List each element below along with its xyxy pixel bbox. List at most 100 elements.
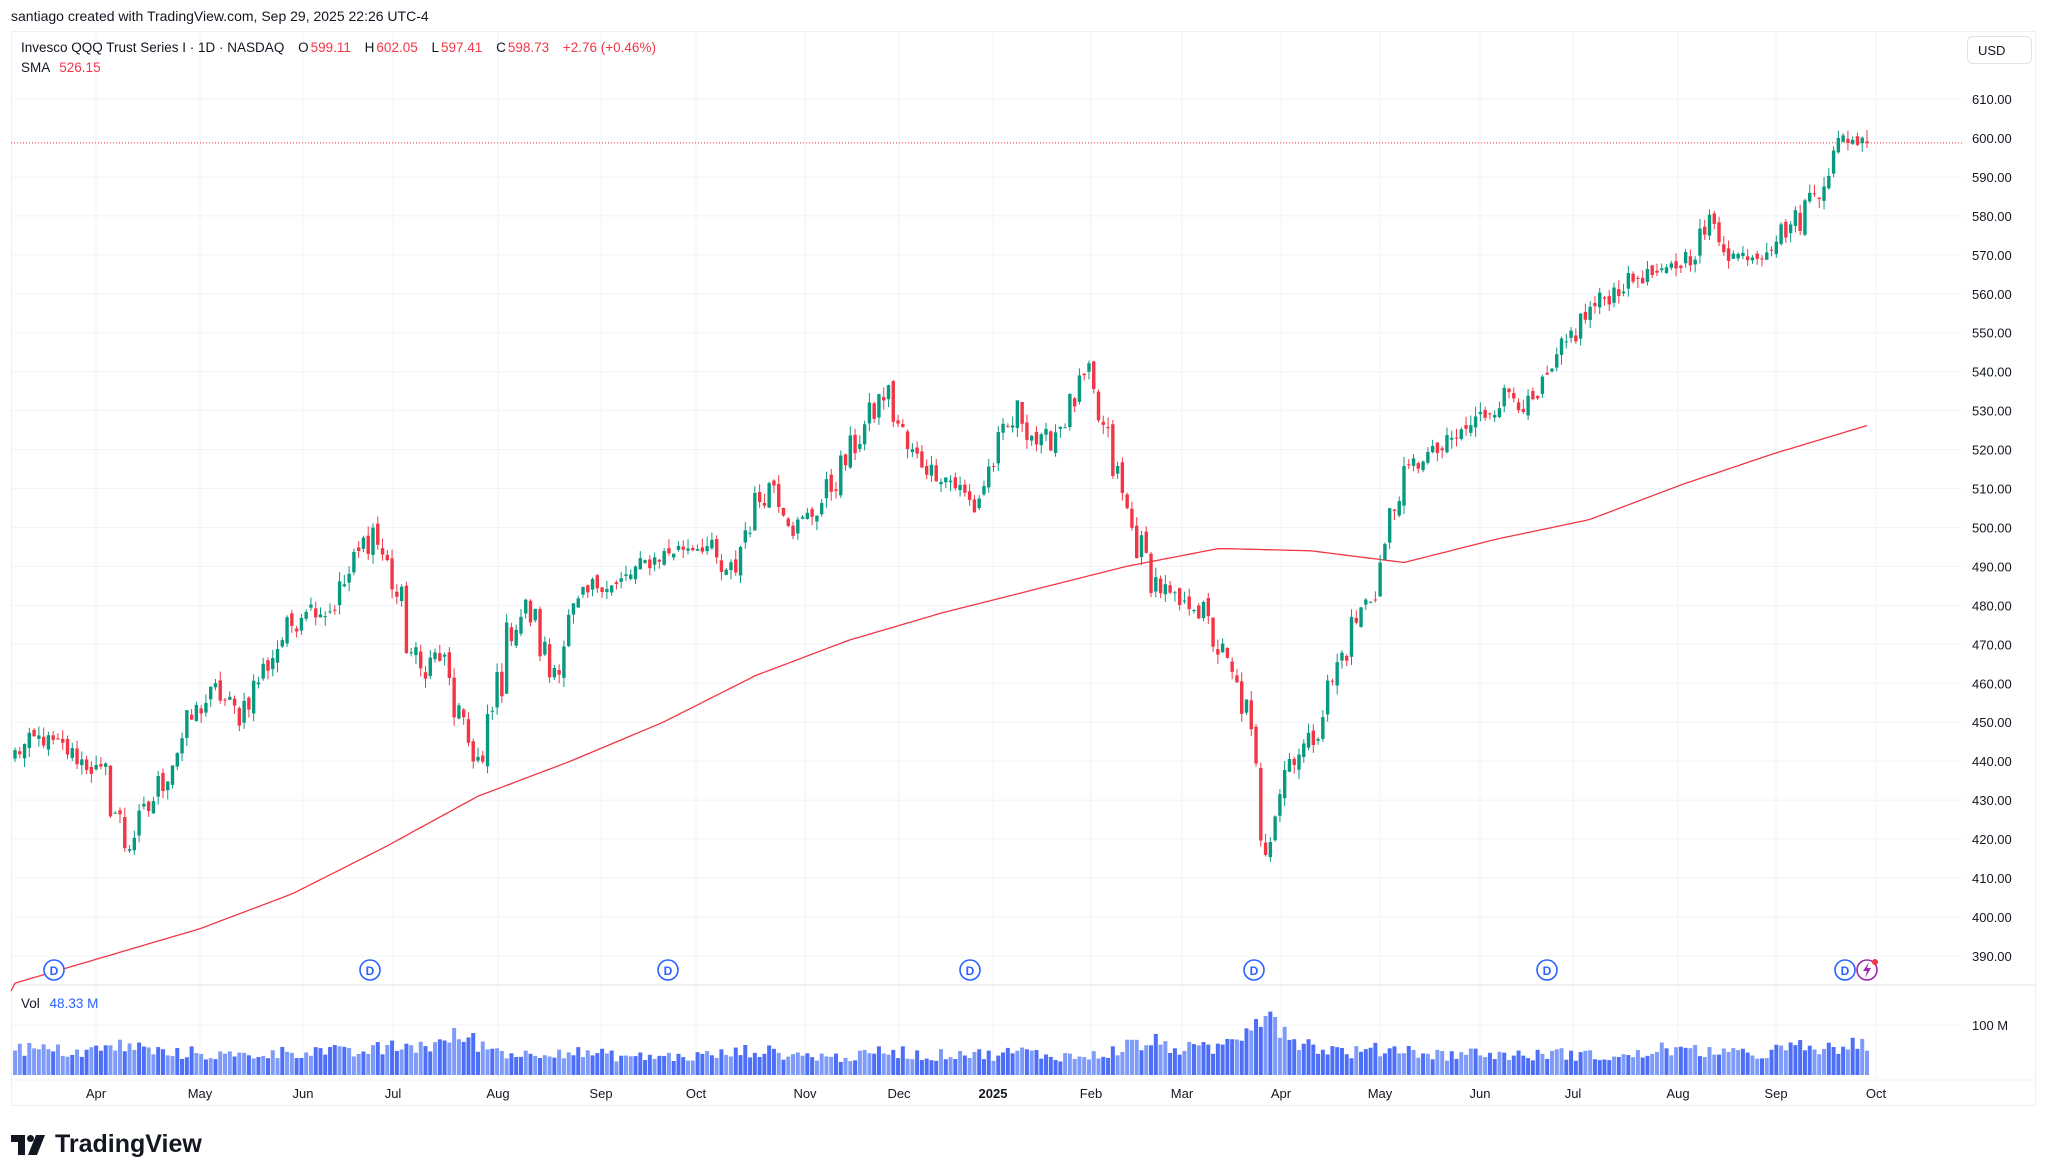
- volume-bar: [886, 1054, 891, 1075]
- candle: [700, 538, 705, 555]
- candle: [204, 694, 208, 717]
- volume-bar: [939, 1049, 943, 1075]
- time-axis: Apr May Jun Jul Aug Sep Oct Nov Dec 2025 Feb Mar Apr…: [86, 1086, 1887, 1101]
- candle: [108, 764, 113, 818]
- candle-body: [657, 559, 662, 562]
- candle-body: [1736, 253, 1740, 259]
- volume-bar: [108, 1045, 113, 1075]
- candle: [987, 458, 991, 493]
- candle: [848, 426, 853, 469]
- dividend-marker: D: [359, 959, 381, 981]
- candle-body: [1397, 501, 1401, 516]
- candle: [175, 752, 179, 771]
- candle-body: [672, 553, 676, 558]
- candle-body: [858, 443, 862, 449]
- candle: [872, 401, 876, 423]
- candle-body: [1808, 192, 1812, 202]
- candle: [1029, 434, 1034, 446]
- volume-bar: [1230, 1039, 1235, 1075]
- candle-body: [438, 653, 442, 661]
- candle-body: [982, 486, 986, 495]
- volume-bar: [1721, 1048, 1726, 1075]
- candle-body: [566, 614, 571, 647]
- volume-bar: [495, 1048, 500, 1075]
- candle-body: [290, 613, 294, 626]
- candle-body: [342, 584, 347, 587]
- volume-bar: [1559, 1048, 1564, 1075]
- candle: [1263, 833, 1268, 857]
- candle: [1559, 336, 1564, 365]
- candle: [1006, 423, 1010, 428]
- candle: [1259, 762, 1263, 847]
- candle-body: [223, 699, 227, 701]
- volume-bar: [79, 1056, 84, 1075]
- volume-bar: [480, 1041, 485, 1075]
- currency-button[interactable]: USD: [1967, 36, 2032, 64]
- candle-body: [1263, 842, 1268, 855]
- candle: [461, 708, 466, 725]
- volume-bar: [1607, 1060, 1612, 1075]
- volume-bar: [323, 1054, 328, 1075]
- candle-body: [380, 548, 385, 555]
- candle: [361, 535, 366, 553]
- candle: [1421, 460, 1425, 473]
- candle-body: [409, 652, 413, 654]
- candle-body: [1631, 273, 1635, 282]
- volume-bar: [910, 1059, 915, 1075]
- volume-legend[interactable]: Vol 48.33 M: [21, 996, 98, 1011]
- volume-bar: [246, 1055, 251, 1075]
- volume-bar: [275, 1058, 280, 1075]
- candle: [791, 521, 795, 540]
- candle: [256, 676, 261, 689]
- candle: [1693, 256, 1697, 273]
- volume-bar: [838, 1061, 843, 1075]
- candle: [1135, 517, 1139, 559]
- volume-bar: [184, 1057, 189, 1075]
- candle: [1187, 588, 1191, 616]
- candle: [944, 477, 948, 489]
- candle-body: [1478, 411, 1483, 415]
- candle-body: [1440, 448, 1444, 451]
- candle-body: [294, 628, 299, 632]
- candle-body: [958, 484, 962, 491]
- sma-legend[interactable]: SMA 526.15: [21, 60, 101, 75]
- candle: [1731, 250, 1736, 259]
- candle-body: [1841, 135, 1845, 142]
- volume-bar: [1001, 1052, 1006, 1075]
- candle-body: [1497, 408, 1502, 418]
- candle: [1574, 328, 1578, 344]
- volume-bar: [1831, 1047, 1836, 1075]
- volume-bar: [676, 1053, 681, 1075]
- time-tick: 2025: [979, 1086, 1008, 1101]
- candle: [953, 472, 958, 491]
- volume-bar: [1363, 1049, 1368, 1075]
- volume-bar: [695, 1052, 700, 1075]
- symbol-legend[interactable]: Invesco QQQ Trust Series I · 1D · NASDAQ…: [21, 40, 658, 55]
- volume-bar: [647, 1054, 652, 1075]
- candle-body: [533, 608, 537, 621]
- candle: [185, 710, 189, 747]
- volume-bar: [1526, 1058, 1531, 1075]
- candle-body: [1669, 263, 1673, 268]
- candle: [1846, 130, 1850, 151]
- volume-bar: [1368, 1047, 1373, 1075]
- time-tick: Jul: [385, 1086, 402, 1101]
- volume-bar: [514, 1057, 519, 1075]
- candle: [877, 393, 881, 425]
- candle: [566, 609, 571, 648]
- dividend-label: D: [1543, 964, 1552, 978]
- candle-body: [1803, 200, 1807, 235]
- volume-bar: [1316, 1053, 1321, 1075]
- price-tick: 390.00: [1972, 949, 2012, 964]
- candle: [1550, 367, 1554, 373]
- tradingview-logo[interactable]: TradingView: [11, 1130, 202, 1159]
- volume-bar: [242, 1052, 247, 1075]
- candle: [261, 657, 265, 681]
- volume-bar: [223, 1053, 228, 1075]
- volume-bar: [1836, 1053, 1841, 1075]
- candles: [13, 129, 1869, 862]
- volume-bar: [1631, 1057, 1636, 1075]
- volume-bar: [623, 1055, 628, 1075]
- volume-bar: [461, 1041, 466, 1075]
